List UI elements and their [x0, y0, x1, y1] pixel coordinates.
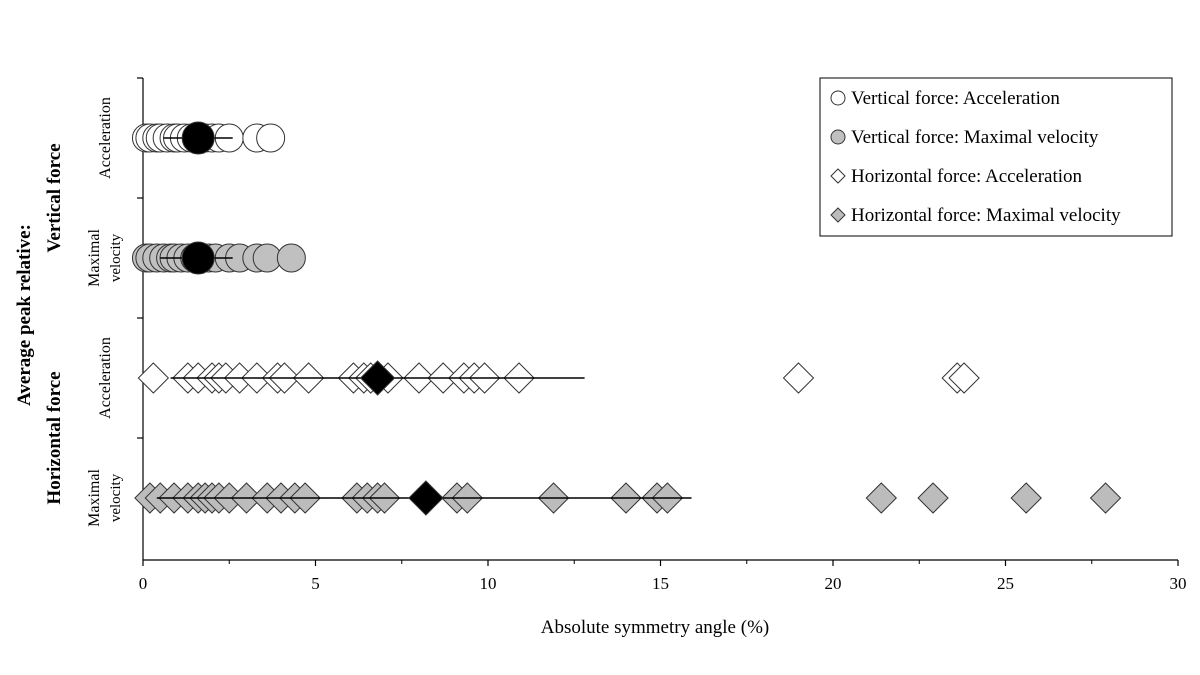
- x-tick-label: 5: [311, 574, 320, 593]
- legend-marker: [830, 90, 846, 106]
- y-axis-title: Average peak relative:: [14, 224, 35, 406]
- x-tick-label: 0: [139, 574, 148, 593]
- legend-label: Horizontal force: Acceleration: [851, 166, 1083, 187]
- category-label: Maximal: [86, 469, 103, 527]
- mean-point: [181, 121, 215, 155]
- data-point: [1089, 482, 1122, 514]
- data-point: [865, 482, 898, 514]
- series-group: [134, 480, 1122, 516]
- data-point: [137, 362, 170, 394]
- series-group: [131, 241, 306, 275]
- category-label: Maximal: [86, 229, 103, 287]
- category-labels: Acceleration Maximal velocity Acceleration M…: [86, 97, 124, 527]
- data-point: [1010, 482, 1042, 514]
- legend-marker: [830, 168, 846, 184]
- data-point: [276, 243, 306, 273]
- category-label: Acceleration: [97, 337, 114, 419]
- legend-label: Horizontal force: Maximal velocity: [851, 205, 1121, 226]
- data-point: [948, 362, 980, 394]
- data-point: [782, 362, 815, 394]
- series-group: [131, 121, 286, 155]
- mean-point: [359, 360, 396, 396]
- category-label: velocity: [108, 233, 124, 282]
- category-label: Acceleration: [97, 97, 114, 179]
- mean-point: [181, 241, 215, 275]
- x-ticks: 0 5 10 15 20 25 30: [137, 77, 1187, 593]
- series-group: [137, 360, 980, 396]
- legend-marker: [830, 207, 846, 223]
- mean-point: [408, 480, 444, 516]
- legend: Vertical force: Acceleration Vertical for…: [819, 77, 1173, 237]
- legend-box: [819, 77, 1173, 237]
- series: [131, 121, 1122, 516]
- data-point: [917, 482, 949, 514]
- data-point: [256, 123, 286, 153]
- category-label: velocity: [108, 473, 124, 522]
- x-tick-label: 20: [825, 574, 842, 593]
- legend-label: Vertical force: Acceleration: [851, 88, 1060, 109]
- group-label-vertical-force: Vertical force: [44, 143, 65, 252]
- legend-label: Vertical force: Maximal velocity: [851, 127, 1099, 148]
- group-label-horizontal-force: Horizontal force: [44, 371, 65, 504]
- x-tick-label: 25: [997, 574, 1014, 593]
- legend-marker: [830, 129, 846, 145]
- x-tick-label: 10: [480, 574, 497, 593]
- x-tick-label: 15: [652, 574, 669, 593]
- x-axis-title: Absolute symmetry angle (%): [541, 617, 769, 638]
- x-tick-label: 30: [1170, 574, 1187, 593]
